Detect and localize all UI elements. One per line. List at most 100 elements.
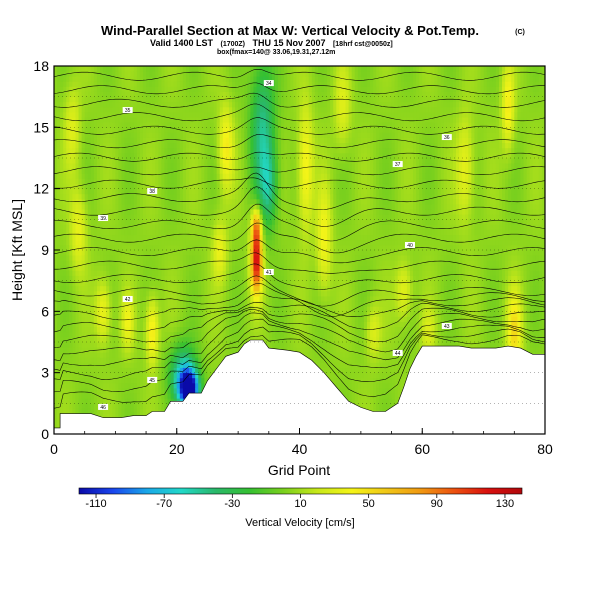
velocity-cell: [235, 214, 239, 220]
velocity-cell: [87, 204, 92, 210]
velocity-cell: [136, 352, 141, 358]
velocity-cell: [256, 244, 261, 251]
velocity-cell: [228, 265, 233, 271]
velocity-cell: [146, 229, 150, 236]
velocity-cell: [93, 209, 98, 215]
velocity-cell: [139, 244, 144, 251]
velocity-cell: [228, 137, 233, 144]
velocity-cell: [216, 214, 221, 220]
velocity-cell: [81, 244, 86, 251]
velocity-cell: [109, 296, 113, 302]
velocity-cell: [72, 204, 76, 210]
velocity-cell: [81, 342, 86, 348]
velocity-cell: [219, 321, 224, 328]
velocity-cell: [182, 122, 187, 128]
velocity-cell: [54, 101, 58, 108]
velocity-cell: [173, 352, 178, 358]
velocity-cell: [136, 81, 141, 87]
velocity-cell: [179, 280, 184, 287]
velocity-cell: [201, 229, 205, 236]
velocity-cell: [182, 71, 187, 77]
velocity-cell: [213, 101, 218, 108]
velocity-cell: [127, 270, 132, 276]
velocity-cell: [155, 86, 159, 92]
velocity-cell: [106, 234, 110, 241]
velocity-cell: [235, 326, 239, 333]
velocity-cell: [81, 306, 86, 312]
velocity-cell: [127, 316, 132, 322]
velocity-cell: [244, 306, 248, 312]
velocity-cell: [219, 234, 224, 241]
velocity-cell: [133, 117, 138, 123]
velocity-cell: [158, 270, 162, 276]
velocity-cell: [207, 331, 211, 338]
velocity-cell: [231, 76, 236, 82]
velocity-cell: [54, 183, 58, 190]
velocity-cell: [146, 326, 150, 333]
velocity-cell: [109, 142, 113, 149]
velocity-cell: [161, 270, 165, 276]
velocity-cell: [231, 163, 236, 169]
velocity-cell: [121, 234, 125, 241]
velocity-cell: [142, 106, 147, 113]
velocity-cell: [124, 290, 129, 297]
velocity-cell: [213, 290, 218, 297]
velocity-cell: [207, 224, 211, 230]
velocity-cell: [133, 316, 138, 322]
velocity-cell: [213, 352, 218, 358]
velocity-cell: [57, 183, 61, 190]
velocity-cell: [149, 214, 153, 220]
velocity-cell: [112, 81, 116, 87]
velocity-cell: [161, 357, 165, 363]
velocity-cell: [213, 66, 218, 72]
velocity-cell: [72, 234, 76, 241]
velocity-cell: [207, 147, 211, 154]
velocity-cell: [247, 244, 251, 251]
velocity-cell: [161, 296, 165, 302]
velocity-cell: [195, 280, 199, 287]
velocity-cell: [179, 209, 184, 215]
velocity-cell: [167, 372, 172, 379]
velocity-cell: [210, 244, 214, 251]
velocity-cell: [167, 285, 172, 292]
velocity-cell: [219, 152, 224, 159]
velocity-cell: [235, 290, 239, 297]
velocity-cell: [201, 147, 205, 154]
velocity-cell: [161, 147, 165, 154]
velocity-cell: [192, 158, 196, 164]
velocity-cell: [75, 101, 79, 108]
velocity-cell: [161, 265, 165, 271]
velocity-cell: [142, 81, 147, 87]
velocity-cell: [100, 234, 104, 241]
velocity-cell: [185, 158, 190, 164]
velocity-cell: [54, 244, 58, 251]
velocity-cell: [179, 204, 184, 210]
velocity-cell: [173, 398, 178, 404]
velocity-cell: [90, 152, 95, 159]
velocity-cell: [238, 158, 242, 164]
velocity-cell: [231, 158, 236, 164]
velocity-cell: [60, 316, 64, 322]
velocity-cell: [225, 163, 230, 169]
velocity-cell: [192, 377, 196, 384]
velocity-cell: [231, 342, 236, 348]
velocity-cell: [136, 183, 141, 190]
velocity-cell: [170, 91, 175, 98]
velocity-cell: [176, 163, 181, 169]
velocity-cell: [250, 250, 254, 256]
velocity-cell: [176, 96, 181, 103]
velocity-cell: [238, 66, 242, 72]
velocity-cell: [213, 86, 218, 92]
velocity-cell: [204, 372, 208, 379]
velocity-cell: [219, 296, 224, 302]
velocity-cell: [100, 76, 104, 82]
velocity-cell: [155, 367, 159, 374]
velocity-cell: [259, 122, 264, 128]
velocity-cell: [161, 316, 165, 322]
velocity-cell: [170, 357, 175, 363]
velocity-cell: [84, 403, 89, 409]
velocity-cell: [207, 158, 211, 164]
velocity-cell: [93, 127, 98, 133]
velocity-cell: [250, 76, 254, 82]
velocity-cell: [170, 147, 175, 154]
